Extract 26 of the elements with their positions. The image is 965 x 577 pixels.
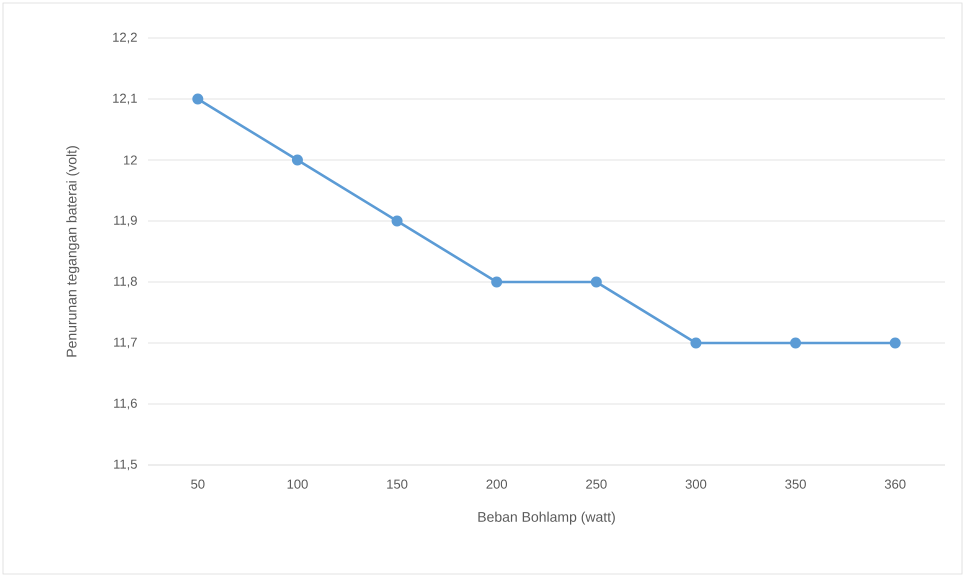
- point: [590, 276, 602, 288]
- point: [491, 276, 502, 288]
- y-tick-label: 11,8: [114, 276, 137, 288]
- point: [192, 94, 204, 105]
- x-tick-label: 250: [586, 480, 607, 489]
- point: [690, 338, 702, 348]
- x-tick-label: 300: [686, 480, 706, 489]
- y-tick-label: 11,7: [114, 338, 137, 348]
- x-tick-label: 350: [785, 480, 806, 489]
- point: [890, 338, 901, 348]
- y-axis-title: Penurunan tegangan baterai (volt): [66, 146, 80, 357]
- y-tick-label: 11,5: [114, 460, 137, 470]
- x-tick-label: 50: [191, 480, 205, 489]
- x-tick-label: 100: [288, 480, 308, 489]
- y-tick-label: 12,2: [113, 32, 137, 44]
- y-tick-label: 11,6: [114, 398, 137, 410]
- point: [292, 154, 303, 166]
- point: [790, 338, 802, 348]
- x-tick-label: 360: [884, 480, 906, 489]
- y-tick-label: 12,1: [113, 94, 137, 104]
- x-tick-label: 150: [387, 480, 408, 489]
- y-tick-label: 12: [124, 155, 137, 165]
- y-tick-label: 11,9: [114, 216, 137, 226]
- point: [392, 216, 403, 227]
- x-tick-label: 200: [486, 480, 508, 489]
- x-axis-title: Beban Bohlamp (watt): [478, 512, 615, 525]
